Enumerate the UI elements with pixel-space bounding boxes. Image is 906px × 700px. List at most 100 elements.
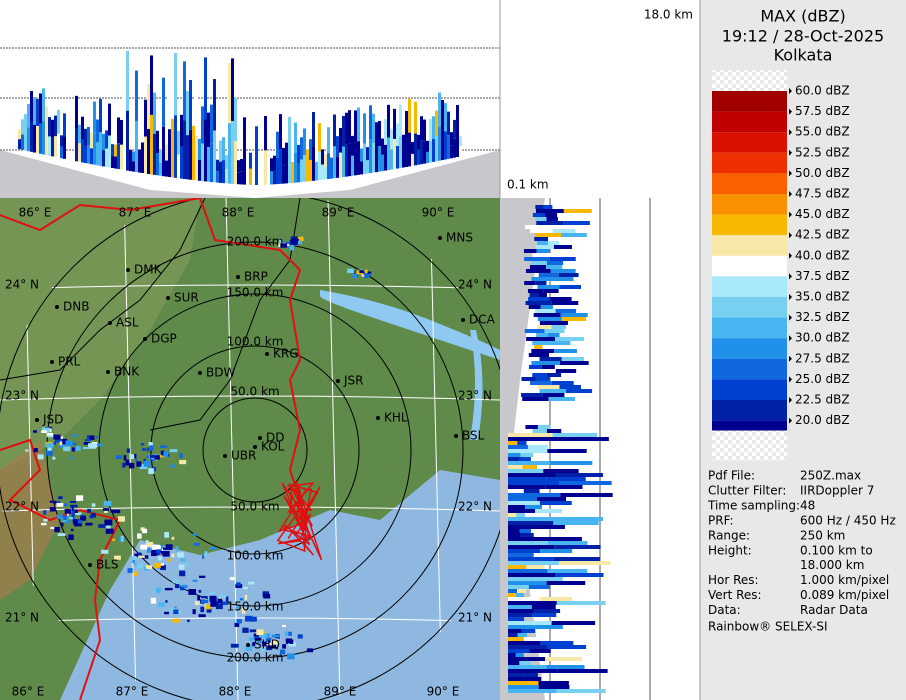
echo bbox=[544, 213, 558, 217]
echo bbox=[289, 639, 294, 644]
echo bbox=[508, 461, 551, 465]
echo bbox=[63, 515, 67, 520]
echo bbox=[179, 453, 183, 458]
echo bbox=[508, 449, 548, 453]
echo bbox=[508, 629, 522, 633]
echo bbox=[192, 125, 195, 153]
echo bbox=[508, 585, 529, 589]
echo bbox=[228, 62, 231, 124]
info-value: 600 Hz / 450 Hz bbox=[800, 514, 896, 528]
echo bbox=[544, 537, 582, 541]
echo bbox=[508, 581, 547, 585]
echo bbox=[96, 142, 99, 166]
legend-label: 20.0 dBZ bbox=[795, 413, 850, 427]
echo bbox=[159, 150, 162, 163]
legend-swatch bbox=[712, 276, 787, 297]
echo bbox=[63, 136, 66, 159]
echo bbox=[536, 221, 564, 225]
city-label: DD bbox=[266, 431, 284, 445]
echo bbox=[171, 553, 175, 558]
echo bbox=[279, 114, 282, 149]
echo bbox=[41, 427, 50, 433]
echo bbox=[531, 349, 555, 353]
echo bbox=[209, 591, 216, 595]
echo bbox=[115, 455, 122, 460]
echo bbox=[105, 130, 108, 149]
echo bbox=[363, 143, 366, 174]
echo bbox=[263, 593, 271, 599]
legend-swatch bbox=[712, 173, 787, 194]
echo bbox=[553, 245, 572, 249]
echo bbox=[508, 673, 523, 677]
echo bbox=[84, 439, 91, 442]
echo bbox=[148, 442, 153, 447]
city-label: ASL bbox=[116, 316, 139, 330]
info-value: Radar Data bbox=[800, 603, 868, 617]
echo bbox=[519, 529, 532, 533]
echo bbox=[21, 119, 24, 135]
map-echoes bbox=[24, 236, 372, 660]
echo bbox=[508, 689, 557, 693]
echo bbox=[296, 236, 304, 242]
city-dot bbox=[454, 434, 458, 438]
echo bbox=[551, 621, 596, 625]
echo bbox=[71, 506, 74, 511]
legend-site: Kolkata bbox=[774, 46, 833, 65]
echo bbox=[204, 551, 208, 555]
echo bbox=[36, 126, 39, 154]
echo bbox=[528, 365, 542, 369]
echo bbox=[188, 589, 197, 595]
echo bbox=[201, 596, 208, 599]
echo bbox=[535, 245, 554, 249]
echo bbox=[539, 321, 554, 325]
echo bbox=[180, 146, 183, 179]
echo bbox=[52, 456, 56, 460]
echo bbox=[550, 269, 576, 273]
echo bbox=[45, 130, 48, 156]
echo bbox=[18, 139, 21, 150]
echo bbox=[158, 556, 163, 561]
echo bbox=[177, 154, 180, 179]
state-border bbox=[0, 438, 122, 700]
echo bbox=[37, 454, 44, 460]
echo bbox=[253, 637, 262, 641]
echo bbox=[153, 133, 156, 175]
echo bbox=[306, 149, 309, 182]
echo bbox=[210, 600, 217, 607]
echo bbox=[508, 617, 517, 621]
info-label: Clutter Filter: bbox=[708, 484, 786, 498]
echo bbox=[535, 577, 563, 581]
echo bbox=[390, 129, 393, 150]
legend-title: MAX (dBZ) bbox=[760, 7, 845, 26]
echo bbox=[229, 577, 235, 581]
echo bbox=[547, 449, 587, 453]
echo bbox=[508, 621, 552, 625]
echo bbox=[202, 554, 205, 559]
echo bbox=[375, 122, 378, 148]
echo bbox=[538, 681, 569, 685]
echo bbox=[515, 653, 524, 657]
legend-blank bbox=[712, 430, 787, 461]
top-profile-echoes bbox=[18, 50, 462, 185]
echo bbox=[522, 673, 538, 677]
echo bbox=[508, 553, 534, 557]
echo bbox=[126, 448, 130, 453]
city-label: DMK bbox=[134, 263, 163, 277]
echo bbox=[256, 629, 264, 636]
echo bbox=[167, 558, 172, 562]
echo bbox=[189, 79, 192, 130]
legend-time: 19:12 / 28-Oct-2025 bbox=[722, 27, 884, 46]
echo bbox=[345, 112, 348, 145]
echo bbox=[532, 341, 552, 345]
echo bbox=[160, 551, 165, 555]
info-label: Range: bbox=[708, 529, 750, 543]
echo bbox=[279, 649, 286, 655]
echo bbox=[559, 481, 612, 485]
echo bbox=[160, 445, 168, 448]
echo bbox=[554, 349, 577, 353]
echo bbox=[177, 130, 180, 155]
echo bbox=[521, 629, 536, 633]
echo bbox=[24, 449, 29, 452]
river bbox=[470, 330, 483, 440]
echo bbox=[168, 129, 171, 178]
